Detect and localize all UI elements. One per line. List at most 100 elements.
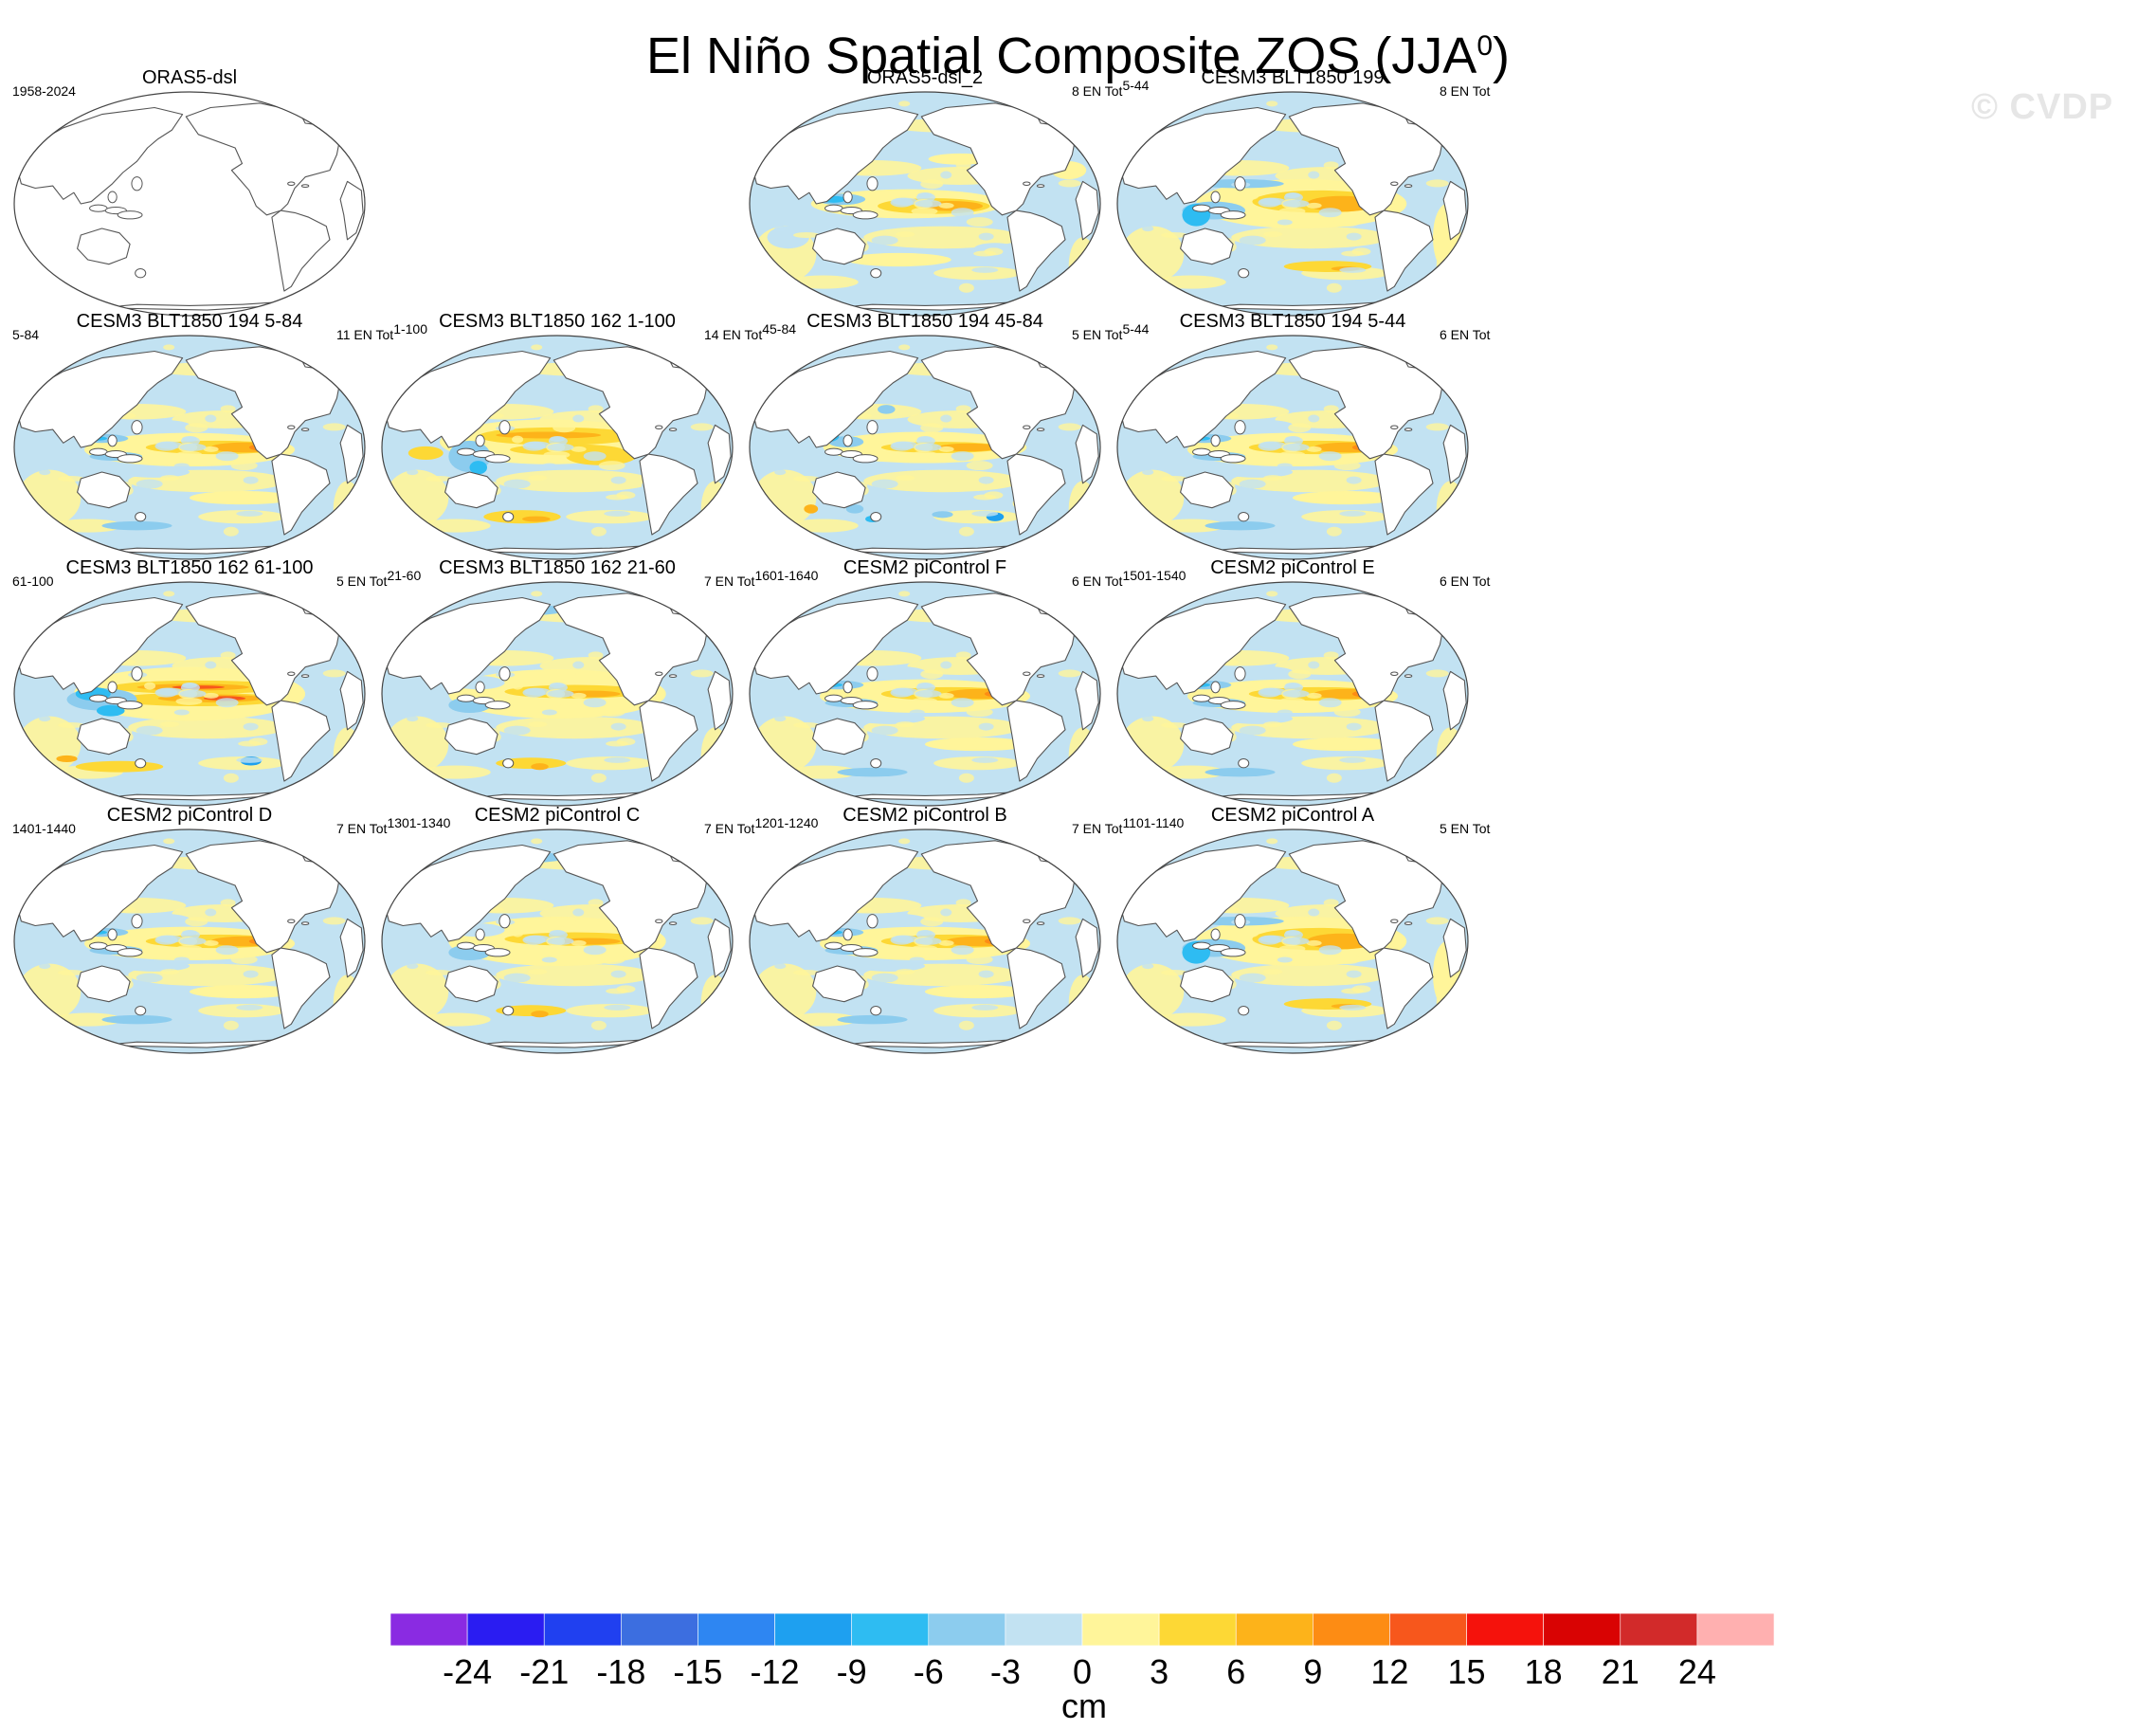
panel-right-label: 5 EN Tot: [1440, 821, 1491, 836]
colorbar-box: [1696, 1612, 1775, 1647]
colorbar-tick-label: -21: [519, 1652, 569, 1691]
panel-right-label: 5 EN Tot5-44: [1072, 321, 1150, 342]
panel-right-label: 14 EN Tot45-84: [704, 321, 796, 342]
colorbar-tick-label: -15: [673, 1652, 722, 1691]
map-border: [1116, 829, 1469, 1054]
map-border: [381, 829, 734, 1054]
panel-title: CESM3 BLT1850 162 1-100: [439, 311, 676, 332]
colorbar-box: [390, 1612, 468, 1647]
panel-right-label: 6 EN Tot: [1440, 327, 1491, 342]
colorbar-box: [621, 1612, 698, 1647]
continents: [1120, 102, 1467, 311]
panel-title: CESM2 piControl D: [107, 805, 273, 826]
map-border: [1116, 91, 1469, 317]
colorbar-box: [774, 1612, 852, 1647]
colorbar-tick-label: -6: [914, 1652, 944, 1691]
panel-right-label: 11 EN Tot1-100: [336, 321, 427, 342]
map-border: [1116, 335, 1469, 560]
colorbar-tick-label: 9: [1303, 1652, 1322, 1691]
continents: [752, 346, 1099, 555]
ssh-field: [14, 336, 365, 559]
continents: [17, 346, 364, 555]
colorbar-box: [1466, 1612, 1544, 1647]
continents: [752, 592, 1099, 801]
map-panel: CESM3 BLT1850 194 5-84 5-84 11 EN Tot1-100: [12, 311, 427, 560]
colorbar-box: [1620, 1612, 1698, 1647]
panel-right-superscript: 21-60: [387, 568, 421, 583]
panel-right-superscript: 1101-1140: [1122, 815, 1184, 830]
colorbar-tick-label: 0: [1073, 1652, 1092, 1691]
map-panel: CESM3 BLT1850 162 1-100 14 EN Tot45-84: [381, 311, 796, 560]
continents: [1120, 592, 1467, 801]
panel-right-superscript: 5-44: [1122, 321, 1149, 337]
colorbar-box: [1158, 1612, 1237, 1647]
panel-title: CESM3 BLT1850 162 61-100: [66, 557, 314, 578]
continents: [1120, 346, 1467, 555]
map-border: [749, 335, 1101, 560]
map-panel: CESM2 piControl B 7 EN Tot1101-1140: [749, 805, 1185, 1054]
map-border: [13, 335, 366, 560]
panel-right-label: 7 EN Tot1101-1140: [1072, 815, 1185, 836]
panel-title: CESM3 BLT1850 194 45-84: [806, 311, 1043, 332]
colorbar-box: [851, 1612, 930, 1647]
continents: [17, 840, 364, 1048]
map-panel: CESM2 piControl C 7 EN Tot1201-1240: [381, 805, 819, 1054]
figure-title-text: El Niño Spatial Composite ZOS (JJA: [646, 27, 1477, 84]
map-border: [13, 829, 366, 1054]
panel-right-label: 7 EN Tot1301-1340: [336, 815, 451, 836]
panel-left-label: 1958-2024: [12, 83, 76, 99]
panel-right-label: 8 EN Tot5-44: [1072, 78, 1150, 99]
map-panel: CESM3 BLT1850 162 21-60 7 EN Tot1601-1640: [381, 557, 819, 807]
panel-right-superscript: 1301-1340: [387, 815, 450, 830]
map-border: [381, 335, 734, 560]
map-panel: CESM3 BLT1850 194 5-44 6 EN Tot: [1116, 311, 1491, 560]
panel-title: CESM3 BLT1850 194 5-44: [1180, 311, 1406, 332]
colorbar-tick-label: 24: [1678, 1652, 1716, 1691]
map-panel: CESM2 piControl E 6 EN Tot: [1116, 557, 1491, 807]
map-panel: ORAS5-dsl 1958-2024: [12, 67, 366, 317]
map-border: [1116, 581, 1469, 807]
map-border: [749, 829, 1101, 1054]
colorbar-unit-label: cm: [1061, 1686, 1107, 1725]
map-panel: CESM3 BLT1850 199 8 EN Tot: [1116, 67, 1491, 317]
panel-right-superscript: 1601-1640: [754, 568, 818, 583]
colorbar-box: [1389, 1612, 1467, 1647]
map-border: [381, 581, 734, 807]
panel-right-label: 6 EN Tot: [1440, 574, 1491, 589]
panel-right-superscript: 1-100: [393, 321, 427, 337]
figure-title-close: ): [1493, 27, 1510, 84]
panel-right-label: 8 EN Tot: [1440, 83, 1491, 99]
colorbar-tick-label: -3: [990, 1652, 1021, 1691]
panel-title: CESM2 piControl E: [1210, 557, 1374, 578]
colorbar-tick-label: -24: [443, 1652, 492, 1691]
colorbar-box: [543, 1612, 622, 1647]
continents: [385, 346, 732, 555]
colorbar-tick-label: 15: [1448, 1652, 1486, 1691]
map-panel: CESM3 BLT1850 162 61-100 61-100 5 EN Tot21…: [12, 557, 421, 807]
colorbar-tick-label: 3: [1150, 1652, 1169, 1691]
map-border: [13, 581, 366, 807]
panel-title: CESM3 BLT1850 199: [1201, 67, 1384, 88]
colorbar-tick-label: -9: [837, 1652, 867, 1691]
panel-right-label: 6 EN Tot1501-1540: [1072, 568, 1187, 589]
map-panel: ORAS5-dsl_2 8 EN Tot5-44: [749, 67, 1150, 317]
panel-left-label: 5-84: [12, 327, 39, 342]
panel-title: CESM3 BLT1850 194 5-84: [77, 311, 303, 332]
continents: [1120, 840, 1467, 1048]
panel-title: CESM3 BLT1850 162 21-60: [439, 557, 676, 578]
panel-title: CESM2 piControl F: [843, 557, 1006, 578]
panel-right-superscript: 1501-1540: [1122, 568, 1186, 583]
figure-title: El Niño Spatial Composite ZOS (JJA0): [0, 27, 2156, 85]
panel-right-superscript: 45-84: [762, 321, 796, 337]
ssh-field: [382, 829, 733, 1053]
panel-left-label: 1401-1440: [12, 821, 76, 836]
colorbar-box: [1005, 1612, 1083, 1647]
colorbar-tick-label: 18: [1525, 1652, 1563, 1691]
colorbar: -24 -21 -18 -15 -12 -9 -6 -3 0 3 6 9 12 15 18 21 24 cm: [390, 1612, 1775, 1725]
panel-right-superscript: 5-44: [1122, 78, 1149, 93]
watermark: © CVDP: [1971, 87, 2114, 127]
colorbar-tick-label: -18: [596, 1652, 645, 1691]
continents: [385, 840, 732, 1048]
